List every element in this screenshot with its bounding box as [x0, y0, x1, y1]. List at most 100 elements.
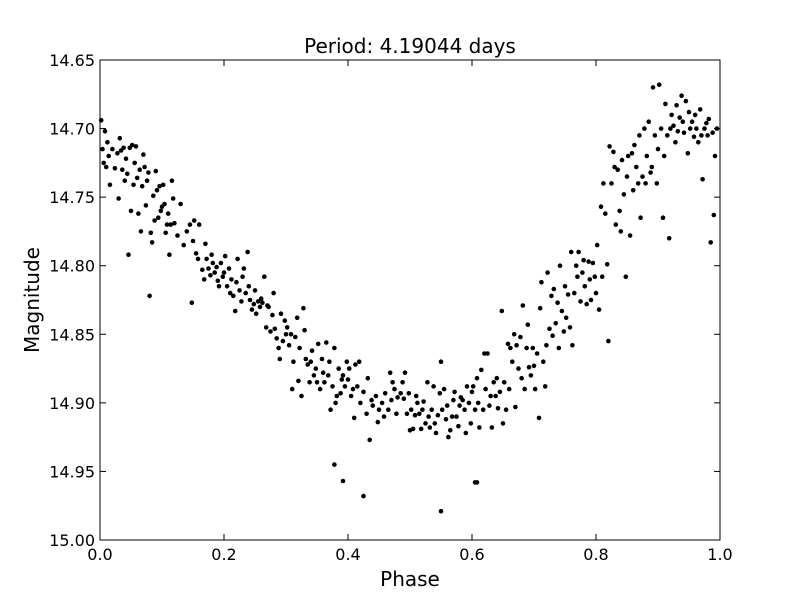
data-point-310	[584, 301, 589, 307]
data-point-316	[593, 290, 599, 296]
data-point-175	[369, 397, 374, 403]
data-point-47	[160, 182, 166, 188]
data-point-24	[132, 160, 137, 166]
data-point-359	[660, 215, 666, 220]
data-point-130	[296, 378, 301, 384]
data-point-233	[464, 384, 470, 389]
data-point-68	[200, 267, 205, 273]
y-tick-label-2: 14.75	[49, 188, 95, 207]
data-point-49	[163, 230, 168, 236]
data-point-277	[532, 386, 538, 392]
data-point-392	[711, 212, 717, 218]
data-point-36	[147, 293, 152, 299]
data-point-165	[350, 386, 356, 392]
data-point-227	[456, 423, 461, 429]
data-point-314	[590, 260, 596, 266]
data-point-150	[327, 359, 332, 365]
data-point-35	[146, 170, 151, 175]
data-point-268	[519, 375, 524, 381]
data-point-58	[178, 201, 183, 207]
y-tick-label-7: 15.00	[49, 531, 95, 550]
data-point-138	[308, 359, 314, 365]
data-point-37	[148, 230, 154, 236]
x-tick-label-4: 0.8	[583, 545, 608, 564]
y-tick-label-6: 14.95	[49, 462, 95, 481]
data-point-153	[332, 345, 337, 351]
data-point-308	[581, 257, 586, 263]
data-point-114	[271, 290, 276, 296]
data-point-116	[274, 336, 280, 341]
data-point-387	[704, 120, 709, 126]
data-point-382	[696, 140, 701, 145]
data-point-239	[474, 375, 480, 381]
data-point-252	[494, 375, 500, 381]
data-point-183	[386, 407, 391, 413]
data-point-364	[668, 126, 673, 131]
data-point-236	[469, 389, 475, 395]
data-point-86	[227, 290, 233, 296]
data-point-117	[276, 345, 281, 351]
data-point-355	[654, 181, 660, 186]
x-tick-label-0: 0.0	[87, 545, 112, 564]
data-point-31	[141, 152, 146, 157]
data-point-15	[121, 145, 126, 151]
data-point-96	[243, 290, 248, 296]
data-point-375	[685, 151, 691, 156]
data-point-352	[649, 164, 655, 170]
data-point-221	[446, 434, 451, 440]
data-point-384	[699, 133, 704, 138]
data-point-286	[547, 326, 552, 332]
data-point-327	[611, 149, 616, 155]
data-point-89	[232, 308, 238, 314]
data-point-298	[565, 292, 571, 297]
data-point-293	[557, 263, 563, 269]
data-point-16	[122, 178, 128, 183]
data-point-9	[112, 166, 118, 171]
data-point-195	[406, 391, 412, 396]
data-point-378	[689, 119, 695, 124]
data-point-158	[339, 377, 345, 382]
data-point-232	[463, 430, 469, 436]
data-point-259	[505, 341, 511, 347]
data-point-182	[382, 391, 388, 396]
data-point-209	[427, 425, 433, 430]
data-point-220	[444, 403, 450, 408]
data-point-349	[644, 153, 650, 159]
y-tick-label-5: 14.90	[49, 394, 95, 413]
data-point-337	[625, 153, 631, 159]
y-tick-label-4: 14.85	[49, 325, 95, 344]
data-point-161	[344, 359, 350, 365]
data-point-177	[373, 393, 379, 399]
data-point-348	[643, 181, 648, 186]
data-point-38	[149, 240, 155, 245]
data-point-280	[537, 305, 543, 311]
data-point-2	[101, 160, 106, 166]
data-point-90	[234, 279, 239, 285]
x-tick-label-2: 0.4	[335, 545, 360, 564]
data-point-370	[677, 115, 682, 120]
data-point-333	[619, 157, 625, 163]
data-point-290	[553, 321, 558, 326]
data-point-324	[606, 338, 611, 344]
data-point-105	[257, 304, 263, 310]
data-point-137	[307, 380, 312, 385]
data-point-267	[518, 334, 523, 340]
data-point-400	[474, 480, 480, 485]
data-point-224	[451, 397, 456, 403]
data-point-261	[508, 345, 513, 351]
data-point-170	[358, 400, 363, 406]
data-point-14	[120, 167, 125, 172]
data-point-193	[402, 370, 408, 376]
data-point-180	[379, 400, 385, 406]
data-point-301	[570, 343, 575, 348]
data-point-65	[193, 251, 199, 256]
data-point-302	[572, 290, 577, 296]
data-point-369	[675, 129, 681, 134]
data-point-78	[215, 278, 221, 284]
data-point-34	[144, 178, 150, 183]
data-point-317	[594, 242, 600, 248]
data-point-160	[342, 384, 348, 389]
data-point-306	[578, 299, 583, 304]
data-point-92	[237, 288, 242, 293]
data-point-69	[201, 277, 207, 282]
